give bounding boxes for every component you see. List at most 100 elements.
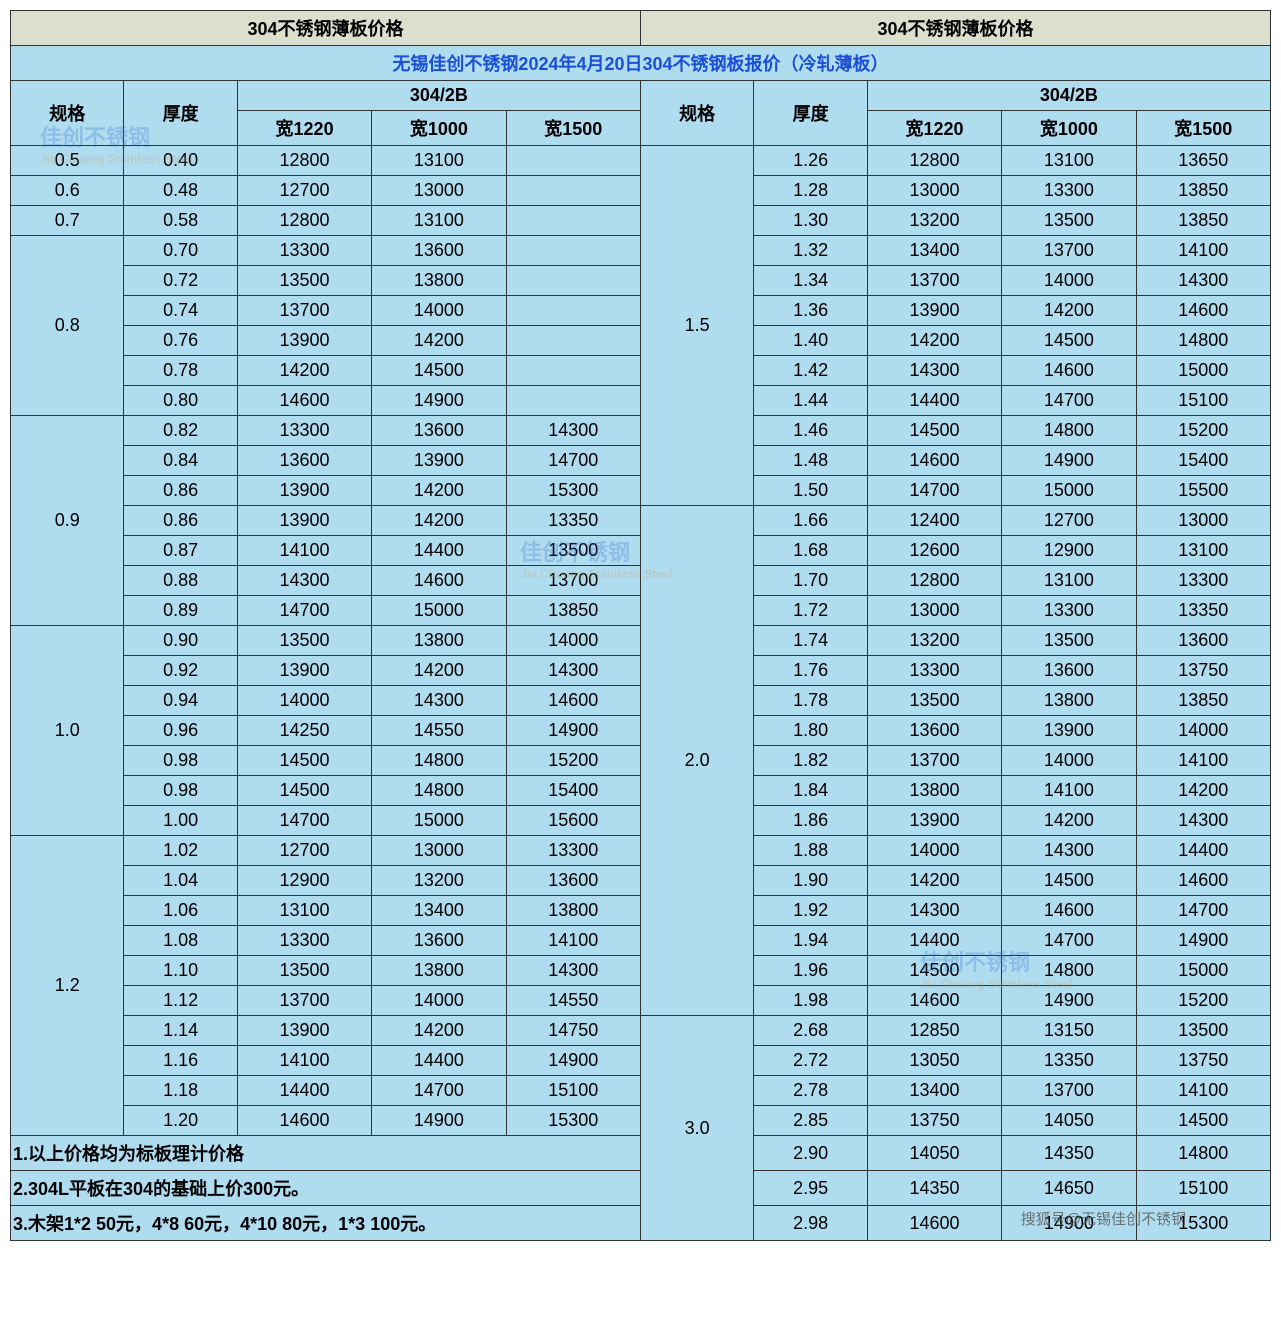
- thick-cell-r: 1.86: [754, 806, 867, 836]
- price-cell-l: 14000: [372, 986, 506, 1016]
- price-cell-l: [506, 146, 640, 176]
- thick-cell-r: 1.70: [754, 566, 867, 596]
- price-cell-l: 13300: [237, 416, 371, 446]
- price-cell-l: 14100: [506, 926, 640, 956]
- price-cell-l: 14550: [506, 986, 640, 1016]
- thick-cell-l: 1.06: [124, 896, 237, 926]
- table-row: 0.50.4012800131001.51.26128001310013650: [11, 146, 1271, 176]
- price-cell-l: 12800: [237, 146, 371, 176]
- thick-cell-r: 2.72: [754, 1046, 867, 1076]
- price-cell-r: 13000: [867, 596, 1001, 626]
- price-cell-l: 13800: [372, 266, 506, 296]
- spec-cell-r: 2.0: [640, 506, 753, 1016]
- price-cell-l: 13200: [372, 866, 506, 896]
- thick-cell-r: 1.94: [754, 926, 867, 956]
- price-cell-r: 14600: [1002, 896, 1136, 926]
- price-cell-r: 13000: [867, 176, 1001, 206]
- price-cell-l: 14900: [506, 1046, 640, 1076]
- price-cell-l: 14200: [237, 356, 371, 386]
- price-cell-l: 14200: [372, 656, 506, 686]
- thick-cell-l: 0.88: [124, 566, 237, 596]
- price-cell-r: 13900: [1002, 716, 1136, 746]
- price-cell-r: 13400: [867, 1076, 1001, 1106]
- price-cell-l: 14200: [372, 326, 506, 356]
- price-cell-r: 15100: [1136, 1171, 1270, 1206]
- price-cell-l: 14700: [237, 806, 371, 836]
- price-cell-r: 13300: [1002, 596, 1136, 626]
- price-cell-l: 13900: [237, 1016, 371, 1046]
- title-right: 304不锈钢薄板价格: [640, 11, 1270, 46]
- thick-cell-l: 0.48: [124, 176, 237, 206]
- price-cell-r: 13800: [867, 776, 1001, 806]
- thick-cell-l: 0.98: [124, 746, 237, 776]
- price-cell-l: 14500: [237, 776, 371, 806]
- hdr-thick-l: 厚度: [124, 81, 237, 146]
- thick-cell-l: 1.20: [124, 1106, 237, 1136]
- thick-cell-l: 0.78: [124, 356, 237, 386]
- price-cell-l: 13300: [237, 236, 371, 266]
- hdr-w1500-l: 宽1500: [506, 111, 640, 146]
- hdr-w1000-r: 宽1000: [1002, 111, 1136, 146]
- thick-cell-l: 0.80: [124, 386, 237, 416]
- price-cell-l: 14800: [372, 746, 506, 776]
- price-cell-l: 13600: [372, 236, 506, 266]
- price-cell-l: 14900: [372, 1106, 506, 1136]
- price-cell-l: 14200: [372, 476, 506, 506]
- price-cell-l: [506, 206, 640, 236]
- price-cell-r: 14600: [867, 446, 1001, 476]
- price-cell-l: 14300: [506, 956, 640, 986]
- price-cell-r: 12800: [867, 566, 1001, 596]
- price-cell-r: 13600: [1136, 626, 1270, 656]
- price-cell-r: 13200: [867, 626, 1001, 656]
- thick-cell-l: 0.89: [124, 596, 237, 626]
- price-cell-l: 13500: [237, 266, 371, 296]
- price-cell-l: 13800: [372, 626, 506, 656]
- price-cell-r: 15400: [1136, 446, 1270, 476]
- thick-cell-r: 1.88: [754, 836, 867, 866]
- thick-cell-r: 1.98: [754, 986, 867, 1016]
- price-cell-l: 14750: [506, 1016, 640, 1046]
- price-cell-r: 15200: [1136, 416, 1270, 446]
- thick-cell-l: 1.18: [124, 1076, 237, 1106]
- thick-cell-r: 1.72: [754, 596, 867, 626]
- thick-cell-r: 1.82: [754, 746, 867, 776]
- price-cell-r: 13150: [1002, 1016, 1136, 1046]
- price-cell-r: 13900: [867, 296, 1001, 326]
- thick-cell-l: 0.86: [124, 506, 237, 536]
- price-cell-l: 13500: [506, 536, 640, 566]
- title-left: 304不锈钢薄板价格: [11, 11, 641, 46]
- thick-cell-r: 2.98: [754, 1206, 867, 1241]
- price-cell-l: 13500: [237, 626, 371, 656]
- price-cell-r: 15100: [1136, 386, 1270, 416]
- spec-cell-l: 0.6: [11, 176, 124, 206]
- price-cell-r: 14700: [1002, 926, 1136, 956]
- price-cell-l: 14600: [372, 566, 506, 596]
- price-cell-l: 14700: [372, 1076, 506, 1106]
- price-cell-r: 14600: [1136, 296, 1270, 326]
- spec-cell-l: 0.8: [11, 236, 124, 416]
- price-cell-l: 14900: [372, 386, 506, 416]
- price-cell-l: 14600: [237, 1106, 371, 1136]
- thick-cell-l: 0.96: [124, 716, 237, 746]
- price-cell-l: 13900: [237, 656, 371, 686]
- thick-cell-r: 1.40: [754, 326, 867, 356]
- price-cell-r: 13700: [867, 746, 1001, 776]
- price-cell-r: 14900: [1136, 926, 1270, 956]
- price-cell-r: 13750: [867, 1106, 1001, 1136]
- note-cell: 3.木架1*2 50元，4*8 60元，4*10 80元，1*3 100元。: [11, 1206, 641, 1241]
- price-cell-r: 14800: [1136, 326, 1270, 356]
- price-cell-r: 14300: [867, 896, 1001, 926]
- price-cell-r: 14300: [867, 356, 1001, 386]
- price-cell-r: 14050: [867, 1136, 1001, 1171]
- price-cell-r: 14800: [1002, 416, 1136, 446]
- price-cell-r: 13050: [867, 1046, 1001, 1076]
- price-cell-r: 13100: [1002, 146, 1136, 176]
- price-cell-r: 14600: [867, 1206, 1001, 1241]
- price-cell-l: 14200: [372, 1016, 506, 1046]
- price-cell-l: 13700: [237, 986, 371, 1016]
- thick-cell-l: 0.70: [124, 236, 237, 266]
- price-cell-r: 14500: [867, 956, 1001, 986]
- price-cell-l: 14100: [237, 536, 371, 566]
- thick-cell-l: 1.02: [124, 836, 237, 866]
- price-cell-l: 14500: [237, 746, 371, 776]
